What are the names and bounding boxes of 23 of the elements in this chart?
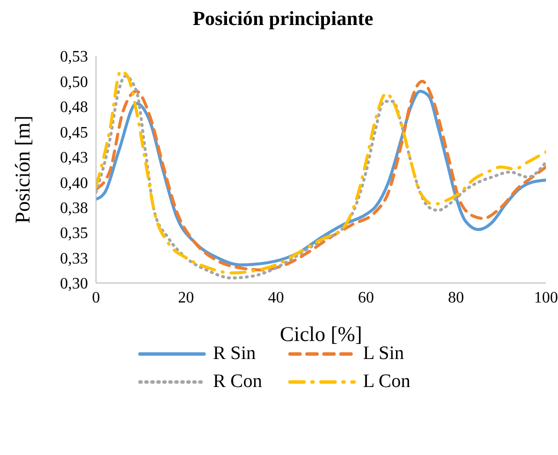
y-tick-label: 0,50 bbox=[60, 74, 88, 91]
x-tick-label: 20 bbox=[178, 289, 194, 306]
y-tick-label: 0,38 bbox=[60, 200, 88, 218]
y-axis-title: Posición [m] bbox=[10, 116, 34, 224]
y-tick-label: 0,35 bbox=[60, 225, 88, 242]
chart-title: Posición principiante bbox=[192, 8, 374, 32]
x-axis-title: Ciclo [%] bbox=[280, 322, 362, 346]
y-tick-label: 0,40 bbox=[60, 174, 88, 192]
y-tick-label: 0,53 bbox=[60, 48, 88, 66]
x-tick-label: 0 bbox=[92, 289, 100, 306]
x-tick-label: 60 bbox=[358, 289, 374, 306]
legend-label: R Sin bbox=[213, 343, 256, 365]
y-tick-label: 0,43 bbox=[60, 150, 88, 167]
legend-label: L Con bbox=[363, 371, 410, 393]
y-tick-label: 0,48 bbox=[60, 99, 88, 116]
x-tick-label: 80 bbox=[448, 289, 464, 306]
x-tick-label: 100 bbox=[534, 289, 558, 306]
y-tick-label: 0,33 bbox=[60, 250, 88, 268]
legend-label: L Sin bbox=[363, 343, 404, 365]
x-tick-label: 40 bbox=[268, 289, 284, 306]
legend-label: R Con bbox=[213, 371, 262, 393]
y-tick-label: 0,45 bbox=[60, 124, 88, 142]
y-tick-label: 0,30 bbox=[60, 276, 88, 293]
